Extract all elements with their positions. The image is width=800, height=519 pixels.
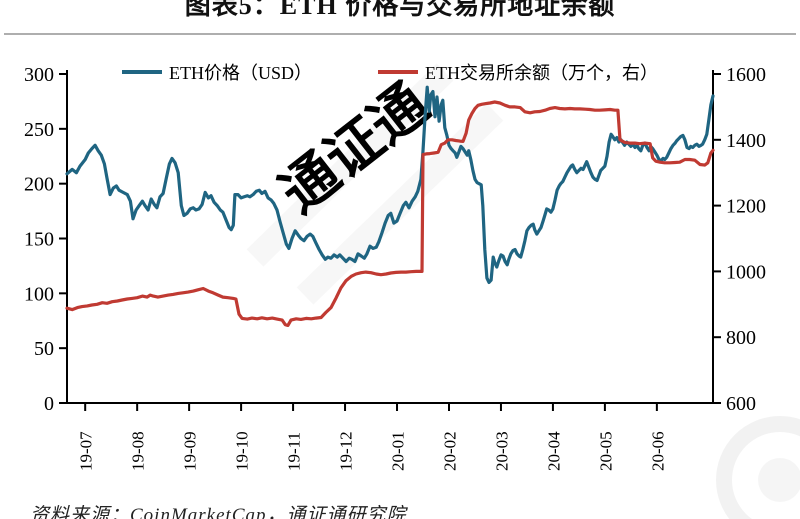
y-left-tick-label: 0 <box>44 393 54 415</box>
y-left-tick-label: 200 <box>24 174 54 196</box>
top-divider <box>4 33 796 35</box>
x-tick-label: 20-02 <box>440 431 459 471</box>
chart-legend: ETH价格（USD） ETH交易所余额（万个，右） <box>67 59 713 85</box>
source-note: 资料来源：CoinMarketCap，通证通研究院 <box>30 505 407 519</box>
x-tick-label: 20-06 <box>648 431 667 471</box>
eth-balance-legend-label: ETH交易所余额（万个，右） <box>425 63 658 83</box>
x-tick-label: 20-03 <box>492 431 511 471</box>
x-tick-label: 19-11 <box>285 432 304 471</box>
y-left-tick-label: 50 <box>34 338 54 360</box>
y-right-tick-label: 1200 <box>726 196 766 218</box>
x-tick-label: 19-10 <box>233 431 252 471</box>
y-left-tick-label: 300 <box>24 64 54 86</box>
eth-price-line-swatch <box>122 70 162 74</box>
y-right-tick-label: 1600 <box>726 64 766 86</box>
y-left-tick-label: 100 <box>24 283 54 305</box>
y-right-tick-label: 600 <box>726 393 756 415</box>
eth-price-legend-label: ETH价格（USD） <box>169 63 312 83</box>
legend-item-eth-balance: ETH交易所余额（万个，右） <box>378 59 658 85</box>
x-tick-label: 19-08 <box>129 431 148 471</box>
y-left-tick-label: 150 <box>24 229 54 251</box>
figure-title: 图表5：ETH 价格与交易所地址余额 <box>184 0 616 20</box>
y-left-tick-label: 250 <box>24 119 54 141</box>
x-axis: 19-07 19-08 19-09 19-10 19-11 19-12 20-01 20-02… <box>77 403 667 471</box>
y-axis-right: 600 800 1000 1200 1400 1600 <box>713 64 766 415</box>
eth-balance-line-swatch <box>378 70 418 74</box>
x-tick-label: 20-04 <box>544 431 563 471</box>
watermark-ring <box>716 416 800 519</box>
x-tick-label: 19-12 <box>337 431 356 471</box>
series-eth-price <box>65 85 715 284</box>
y-axis-left: 0 50 100 150 200 250 300 <box>24 64 67 415</box>
x-tick-label: 20-05 <box>596 431 615 471</box>
series-eth-balance <box>65 100 715 327</box>
y-right-tick-label: 800 <box>726 327 756 349</box>
y-right-tick-label: 1000 <box>726 261 766 283</box>
x-tick-label: 19-07 <box>77 431 96 471</box>
x-tick-label: 20-01 <box>389 431 408 471</box>
watermark-dot <box>758 458 800 502</box>
y-right-tick-label: 1400 <box>726 130 766 152</box>
legend-item-eth-price: ETH价格（USD） <box>122 59 312 85</box>
x-tick-label: 19-09 <box>181 431 200 471</box>
